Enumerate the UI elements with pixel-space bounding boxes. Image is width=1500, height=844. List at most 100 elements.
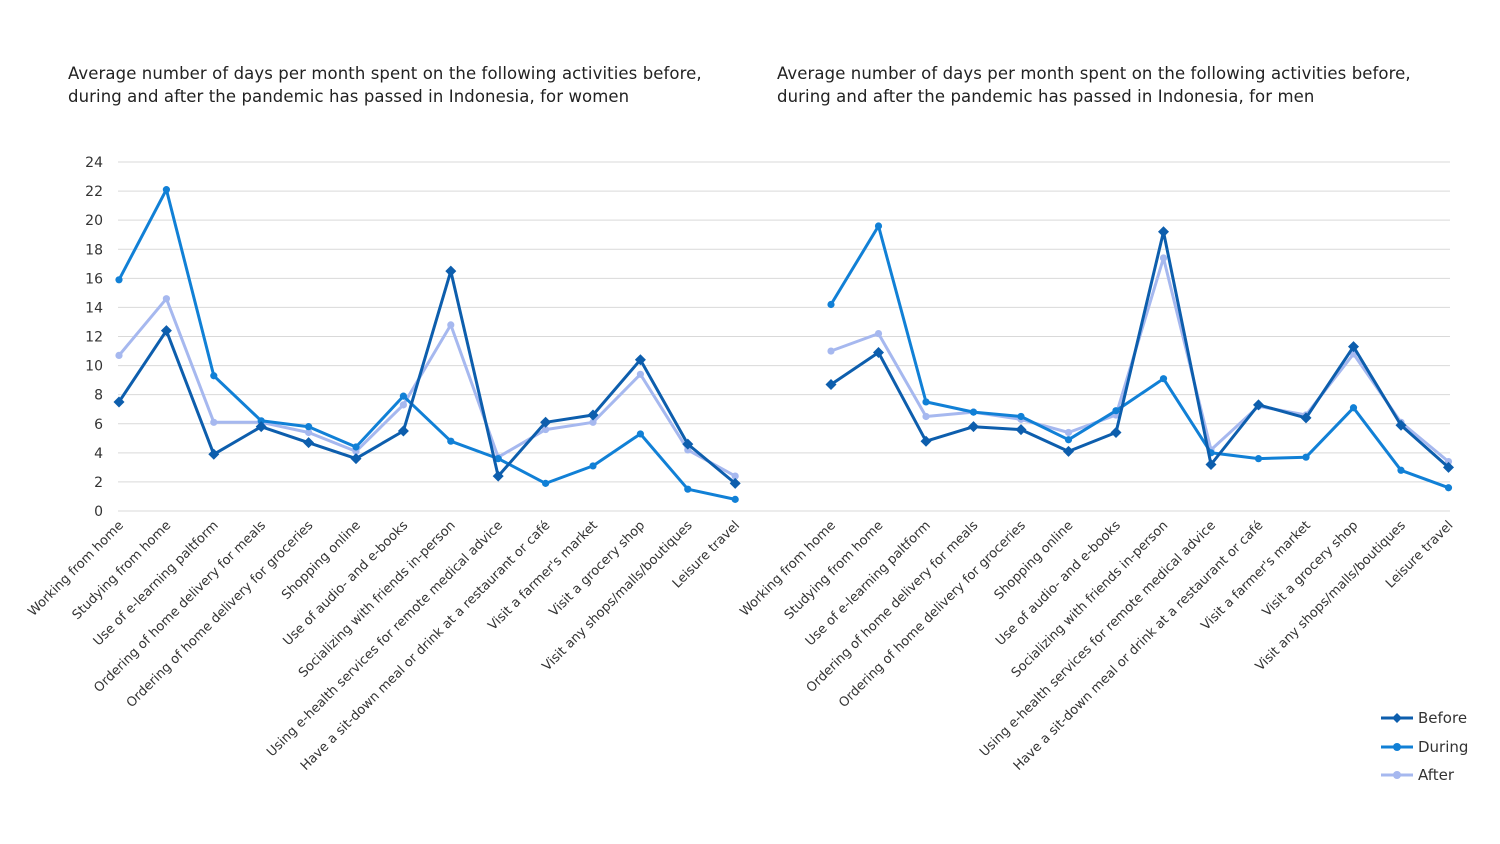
data-point-after [447, 321, 455, 329]
data-point-before [634, 354, 646, 366]
data-point-before [255, 421, 267, 433]
data-point-after [162, 295, 170, 303]
data-point-after [636, 370, 645, 378]
legend-label-during: During [1418, 737, 1469, 756]
y-tick-label: 12 [85, 330, 103, 346]
data-point-before [350, 453, 362, 465]
data-point-before [1395, 419, 1407, 431]
data-point-during [636, 430, 645, 438]
data-point-during [1397, 466, 1405, 474]
data-point-before [445, 265, 457, 277]
data-point-during [1302, 453, 1310, 461]
legend-marker-during [1381, 742, 1413, 751]
x-category-label: Ordering of home delivery for meals [804, 518, 982, 696]
y-tick-label: 4 [94, 446, 103, 462]
data-point-during [1254, 455, 1263, 463]
data-point-before [825, 378, 837, 390]
data-point-before [1300, 412, 1312, 424]
legend-marker-before [1381, 713, 1413, 724]
data-point-before [1158, 226, 1169, 238]
data-point-after [684, 446, 692, 454]
data-point-before [1015, 424, 1027, 436]
y-tick-label: 0 [94, 504, 103, 520]
y-tick-label: 8 [94, 388, 103, 404]
data-point-before [920, 435, 932, 447]
data-point-before [587, 409, 599, 421]
y-tick-label: 2 [94, 475, 103, 491]
y-tick-label: 14 [85, 300, 103, 316]
data-point-after [874, 329, 883, 338]
data-point-during [922, 398, 930, 406]
data-point-before [729, 477, 741, 489]
data-point-during [399, 392, 407, 400]
chart-title-men: Average number of days per month spent o… [777, 62, 1477, 108]
data-point-after [305, 428, 313, 437]
legend: Before During After [1380, 704, 1468, 790]
data-point-before [160, 325, 172, 337]
data-point-before [397, 425, 409, 437]
y-tick-label: 16 [85, 271, 103, 287]
y-tick-label: 24 [85, 155, 103, 171]
data-point-after [542, 425, 550, 434]
legend-item-after: After [1380, 761, 1468, 790]
data-point-during [162, 186, 170, 194]
series-line-after [117, 297, 736, 478]
data-point-after [731, 472, 739, 480]
legend-label-after: After [1418, 766, 1455, 785]
data-point-during [827, 300, 835, 309]
data-point-during [684, 485, 692, 493]
series-line-after [830, 256, 1450, 463]
data-point-before [492, 470, 504, 482]
x-category-label: Ordering of home delivery for meals [91, 518, 269, 696]
data-point-after [589, 418, 597, 426]
y-tick-label: 6 [94, 417, 103, 433]
chart-title-women: Average number of days per month spent o… [68, 62, 748, 108]
data-point-before [968, 421, 979, 433]
legend-marker-after [1381, 771, 1413, 780]
data-point-after [1159, 254, 1168, 262]
data-point-before [1063, 445, 1074, 457]
data-point-during [352, 443, 360, 451]
data-point-during [542, 479, 550, 487]
legend-label-before: Before [1418, 709, 1468, 728]
data-point-before [1110, 426, 1122, 438]
data-point-during [494, 455, 502, 463]
data-point-after [115, 351, 123, 360]
data-point-during [1064, 436, 1073, 444]
data-point-before [540, 416, 552, 428]
y-tick-label: 10 [85, 359, 103, 375]
data-point-before [1253, 399, 1264, 411]
title-line-1: Average number of days per month spent o… [68, 64, 702, 83]
data-point-before [208, 448, 220, 460]
data-point-during [874, 222, 883, 230]
series-line-during [117, 188, 736, 501]
data-point-after [210, 418, 218, 426]
title-line-1: Average number of days per month spent o… [777, 64, 1411, 83]
series-line-during [829, 224, 1450, 490]
data-point-before [303, 437, 315, 449]
data-point-before [682, 438, 694, 450]
data-point-during [969, 408, 978, 416]
data-point-during [1017, 412, 1025, 421]
data-point-during [1349, 404, 1358, 412]
series-line-before [830, 230, 1450, 469]
data-point-after [922, 412, 930, 421]
data-point-during [1444, 484, 1453, 492]
data-point-before [1205, 458, 1217, 470]
data-point-during [589, 462, 597, 470]
data-point-before [1443, 461, 1454, 473]
title-line-2: during and after the pandemic has passed… [777, 87, 1315, 106]
data-point-during [257, 417, 265, 425]
data-point-during [1112, 407, 1120, 415]
x-category-label: Working from home [737, 518, 838, 619]
y-tick-label: 18 [85, 242, 103, 258]
data-point-during [115, 276, 123, 284]
legend-item-during: During [1380, 733, 1468, 762]
data-point-after [1444, 457, 1453, 466]
legend-item-before: Before [1380, 704, 1468, 733]
data-point-during [210, 372, 218, 380]
data-point-during [1159, 375, 1168, 383]
data-point-after [399, 401, 407, 409]
y-tick-label: 20 [85, 213, 103, 229]
